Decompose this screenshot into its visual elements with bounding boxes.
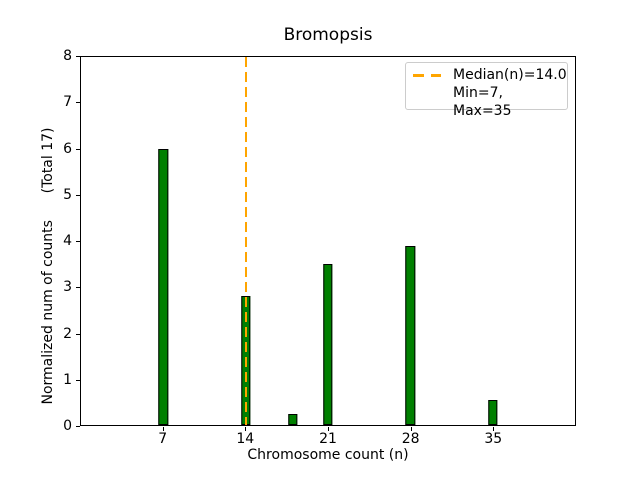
x-tick-mark	[493, 427, 495, 431]
bar-n35	[487, 399, 498, 425]
y-tick-mark	[76, 426, 80, 427]
y-tick-label: 5	[63, 186, 72, 203]
y-tick-mark	[76, 379, 80, 381]
y-tick-label: 2	[63, 325, 72, 342]
x-tick-mark	[162, 427, 164, 431]
y-tick-label: 7	[63, 94, 72, 111]
median-dashed-line-icon	[413, 73, 441, 77]
y-tick-mark	[76, 194, 80, 196]
legend: Median(n)=14.0 Min=7, Max=35	[405, 62, 568, 119]
legend-entry-minmax: Min=7, Max=35	[413, 84, 560, 120]
x-axis-label: Chromosome count (n)	[247, 447, 409, 463]
y-tick-label: 1	[63, 371, 72, 388]
bar-n18	[288, 413, 298, 425]
y-tick-label: 3	[63, 279, 72, 296]
y-tick-mark	[76, 287, 80, 289]
bar-n28	[405, 245, 416, 425]
x-tick-label: 14	[236, 431, 255, 447]
median-line	[244, 57, 247, 425]
chart-title: Bromopsis	[283, 25, 373, 45]
plot-area	[80, 56, 576, 426]
x-tick-mark	[328, 427, 329, 431]
x-tick-mark	[245, 427, 247, 431]
legend-entry-median: Median(n)=14.0	[413, 66, 567, 84]
y-tick-mark	[76, 148, 80, 150]
bar-n7	[158, 149, 169, 425]
x-tick-mark	[410, 427, 412, 431]
y-tick-mark	[76, 241, 80, 242]
bar-n21	[323, 264, 333, 425]
y-tick-label: 4	[63, 233, 72, 249]
x-tick-label: 28	[401, 431, 420, 447]
x-tick-label: 35	[484, 431, 503, 447]
y-tick-mark	[76, 102, 80, 104]
y-tick-mark	[76, 56, 80, 57]
blank-marker	[413, 101, 441, 104]
y-tick-mark	[76, 333, 80, 335]
legend-label-median: Median(n)=14.0	[453, 67, 567, 83]
x-tick-label: 21	[319, 431, 337, 447]
y-axis-label: Normalized num of counts (Total 17)	[40, 127, 56, 405]
y-tick-label: 6	[63, 140, 72, 157]
legend-label-minmax: Min=7, Max=35	[453, 85, 512, 119]
y-tick-label: 0	[63, 418, 72, 434]
x-tick-label: 7	[158, 431, 168, 447]
y-tick-label: 8	[63, 48, 72, 64]
